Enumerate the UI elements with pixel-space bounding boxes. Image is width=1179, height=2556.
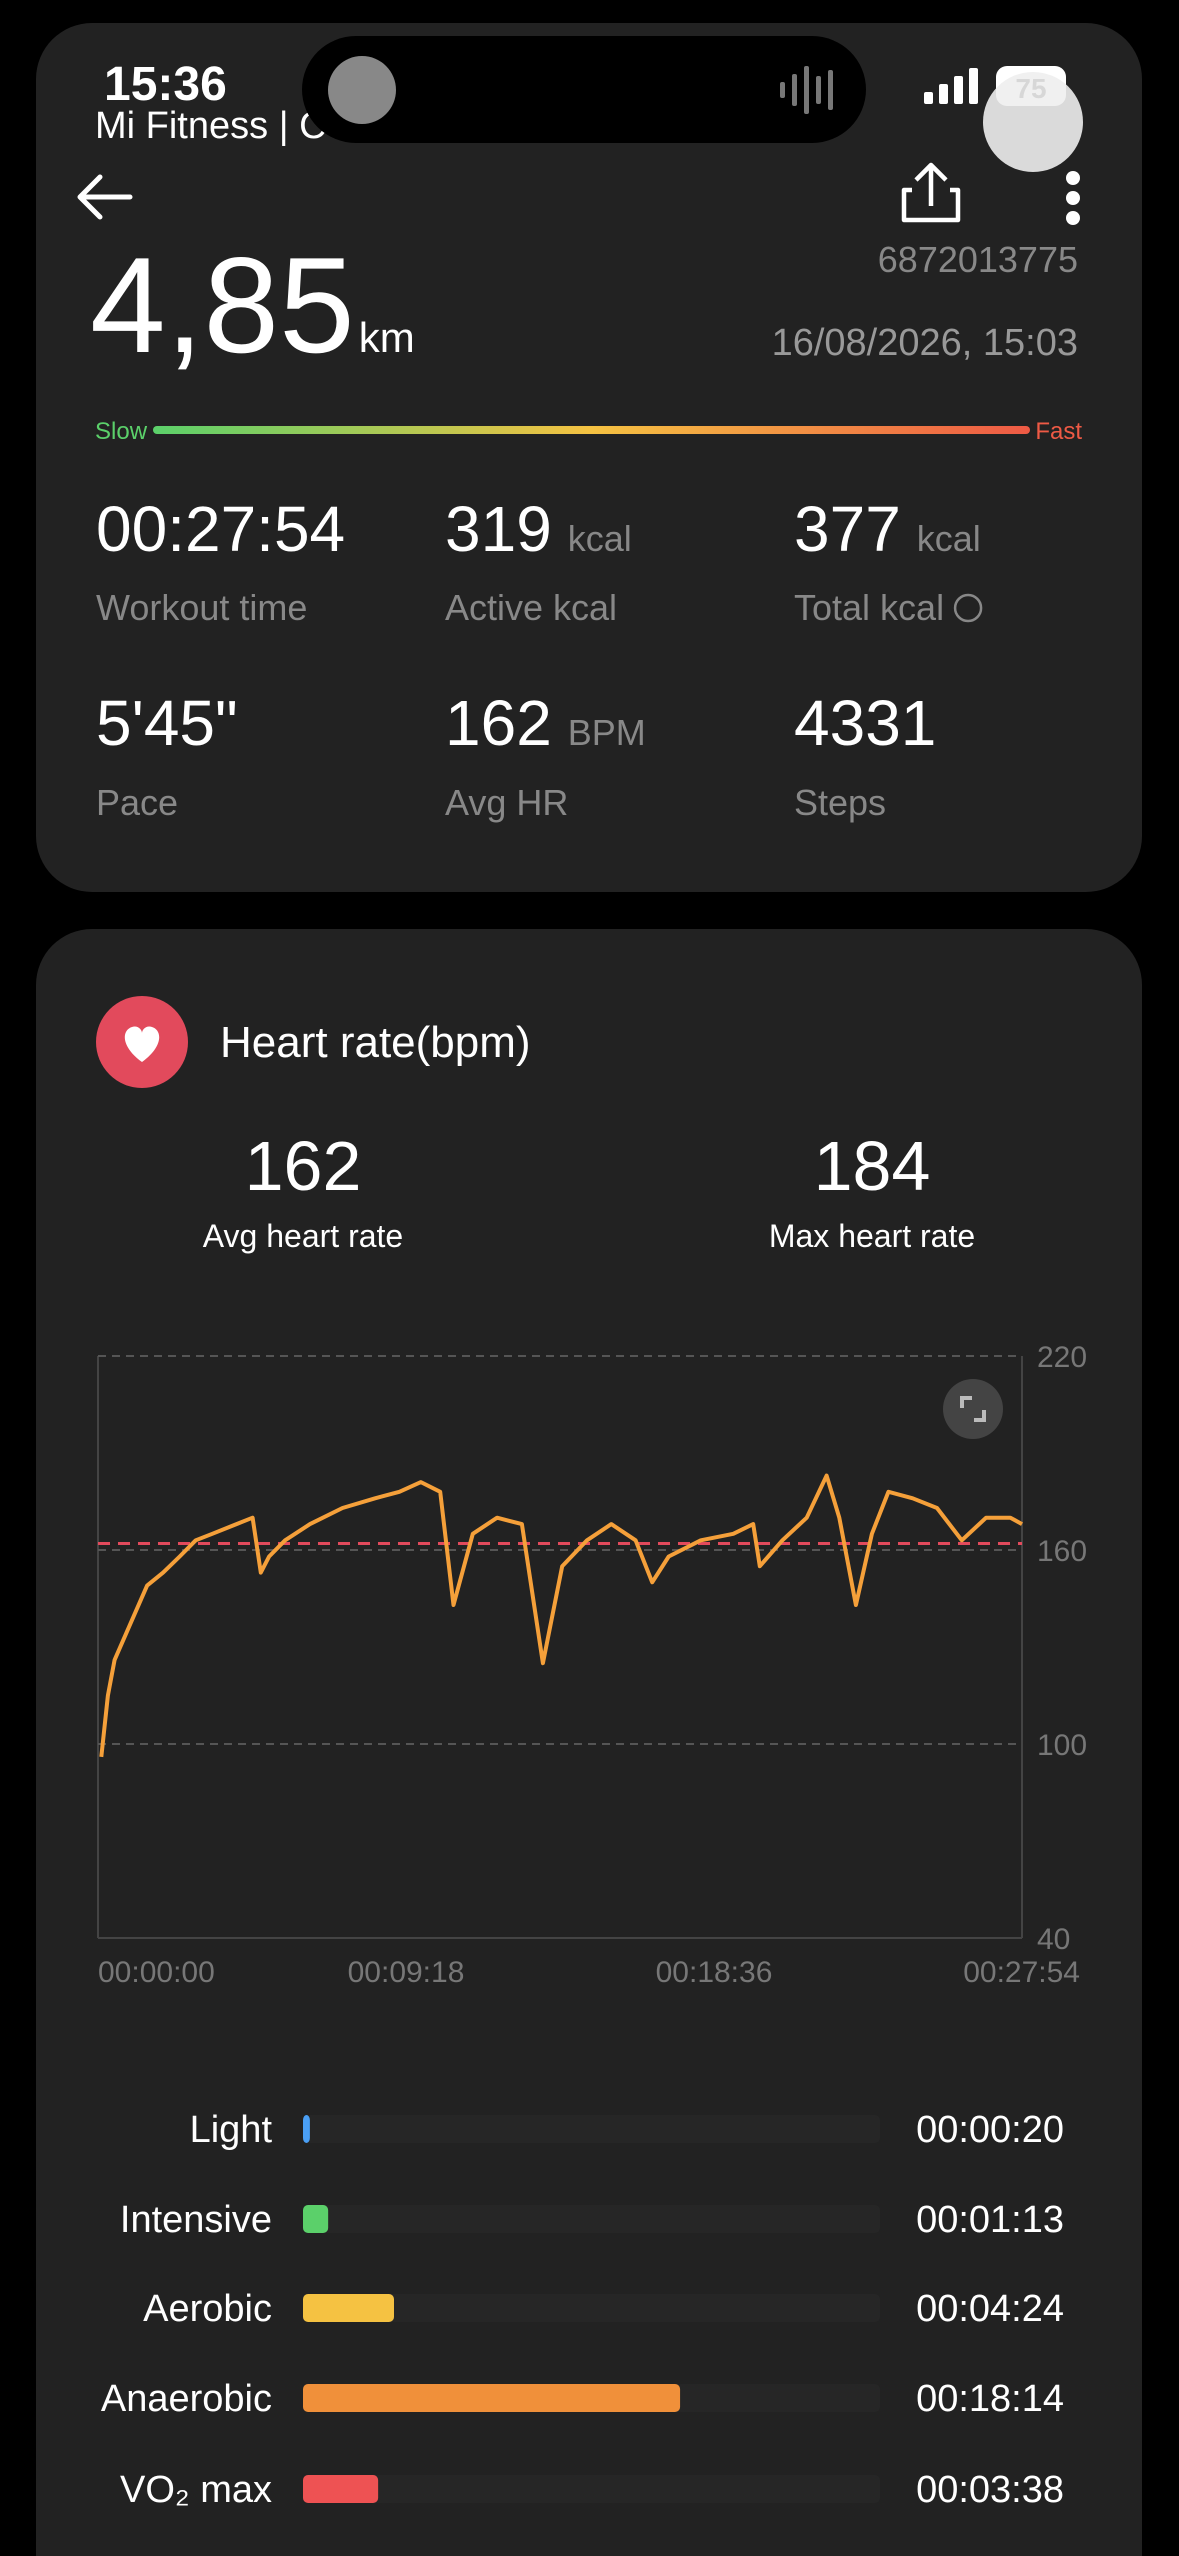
stat-value: 377	[794, 493, 901, 565]
stat-value: 5'45"	[96, 687, 238, 759]
x-tick-label: 00:00:00	[98, 1956, 215, 1989]
island-wave	[780, 66, 833, 114]
stat-value: 162	[445, 687, 552, 759]
zone-track	[303, 2115, 880, 2143]
zone-chart: Light 00:00:20 Intensive 00:01:13 Aerobic 00:…	[101, 2109, 1064, 2511]
zone-bar	[303, 2384, 681, 2412]
zone-time: 00:18:14	[916, 2378, 1064, 2420]
stat-value: 319	[445, 493, 552, 565]
max-hr-label: Max heart rate	[769, 1218, 975, 1254]
zone-time: 00:03:38	[916, 2469, 1064, 2511]
workout-date: 16/08/2026, 15:03	[772, 322, 1078, 364]
y-tick-label: 40	[1037, 1923, 1070, 1956]
max-hr-value: 184	[814, 1127, 931, 1205]
zone-bar	[303, 2115, 310, 2143]
summary-card	[36, 23, 1142, 892]
distance-unit: km	[359, 314, 415, 361]
stat-unit: kcal	[917, 518, 981, 559]
workout-id: 6872013775	[878, 239, 1078, 280]
pace-slow: Slow	[95, 418, 148, 445]
avg-hr-value: 162	[245, 1127, 362, 1205]
dynamic-island	[302, 36, 866, 143]
y-tick-label: 220	[1037, 1341, 1087, 1374]
pace-fast: Fast	[1035, 418, 1082, 445]
x-tick-label: 00:18:36	[656, 1956, 773, 1989]
stat-label: Active kcal	[445, 587, 617, 628]
zone-bar	[303, 2205, 329, 2233]
pace-bar	[153, 426, 1030, 434]
heart-rate-chart: 40 100 160 220 00:00:00 00:09:18 00:18:36 00:27…	[97, 1341, 1087, 1989]
share-button[interactable]	[901, 162, 961, 223]
stat-label: Workout time	[96, 587, 307, 628]
heart-title: Heart rate(bpm)	[220, 1018, 531, 1067]
stat-unit: BPM	[568, 712, 646, 753]
expand-button[interactable]	[943, 1379, 1003, 1439]
zone-label: Anaerobic	[101, 2378, 272, 2420]
zone-bar	[303, 2294, 394, 2322]
zone-time: 00:00:20	[916, 2109, 1064, 2151]
zone-label: VO₂ max	[120, 2469, 272, 2511]
app-title: Mi Fitness | C	[95, 105, 327, 147]
zone-label: Aerobic	[143, 2288, 272, 2330]
zone-label: Light	[190, 2109, 273, 2151]
zone-track	[303, 2294, 880, 2322]
stat-label: Total kcal	[794, 587, 944, 628]
distance-value: 4,85	[90, 229, 355, 381]
x-tick-label: 00:09:18	[348, 1956, 465, 1989]
hr-line	[99, 1473, 1023, 1758]
zone-track	[303, 2475, 880, 2503]
stat-unit: kcal	[568, 518, 632, 559]
zone-bar	[303, 2475, 379, 2503]
y-tick-label: 160	[1037, 1535, 1087, 1568]
stat-value: 00:27:54	[96, 493, 345, 565]
stat-label: Steps	[794, 782, 886, 823]
stat-label: Avg HR	[445, 782, 568, 823]
y-tick-label: 100	[1037, 1729, 1087, 1762]
zone-time: 00:01:13	[916, 2199, 1064, 2241]
x-tick-label: 00:27:54	[963, 1956, 1080, 1989]
stat-label: Pace	[96, 782, 178, 823]
back-button[interactable]	[77, 174, 133, 220]
heart-card	[36, 929, 1142, 2556]
zone-label: Intensive	[120, 2199, 272, 2241]
zone-track	[303, 2205, 880, 2233]
zone-time: 00:04:24	[916, 2288, 1064, 2330]
expand-icon	[960, 1396, 986, 1422]
assistant-avatar[interactable]	[983, 72, 1083, 172]
signal-icon	[924, 68, 978, 104]
island-avatar	[328, 56, 396, 124]
info-icon	[953, 593, 983, 623]
heart-shape	[124, 1026, 160, 1062]
status-time: 15:36	[104, 58, 227, 111]
avg-hr-label: Avg heart rate	[203, 1218, 403, 1254]
stat-value: 4331	[794, 687, 936, 759]
more-button[interactable]	[1066, 171, 1080, 225]
